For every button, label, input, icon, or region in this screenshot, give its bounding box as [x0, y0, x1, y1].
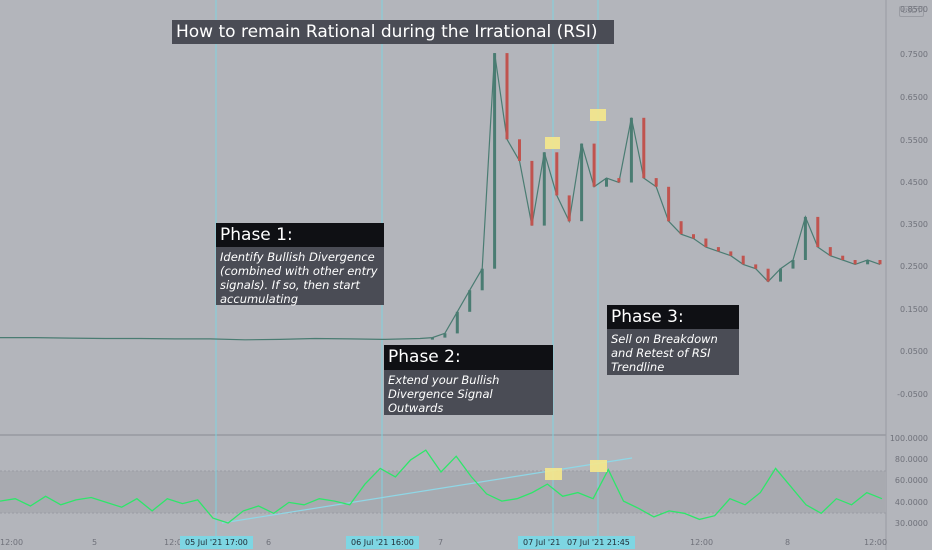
price-candle	[629, 117, 633, 183]
price-axis-label: 0.6500	[900, 93, 928, 102]
price-candle	[468, 290, 472, 312]
phase1-callout: Phase 1: Identify Bullish Divergence (co…	[216, 223, 384, 306]
price-candle	[505, 53, 509, 140]
currency-badge[interactable]: USDT	[899, 6, 925, 17]
date-tag-peak2: 07 Jul '21 21:45	[562, 536, 635, 549]
price-candle	[642, 117, 646, 179]
price-candle	[828, 247, 832, 256]
price-candle	[493, 53, 497, 269]
price-candle	[853, 260, 857, 265]
rsi-peak1-highlight[interactable]	[545, 468, 562, 480]
phase3-callout: Phase 3: Sell on Breakdown and Retest of…	[607, 305, 739, 375]
time-axis-label: 12:00	[0, 538, 24, 547]
price-candle	[480, 268, 484, 291]
price-candles	[430, 53, 882, 340]
chart-title: How to remain Rational during the Irrati…	[172, 20, 614, 44]
price-candle	[530, 160, 534, 226]
price-candle	[779, 268, 782, 282]
price-axis-label: 0.8500	[900, 5, 928, 14]
rsi-axis-label: 60.0000	[894, 476, 928, 485]
price-candle	[430, 337, 434, 340]
price-candle	[729, 251, 733, 256]
rsi-trendline[interactable]	[221, 457, 633, 524]
phase2-text: Extend your Bullish Divergence Signal Ou…	[384, 370, 553, 415]
price-candle	[555, 152, 559, 196]
time-axis-label: 12:00	[690, 538, 714, 547]
phase3-heading: Phase 3:	[607, 305, 739, 329]
price-candle	[754, 264, 758, 269]
price-candle	[518, 139, 521, 161]
date-tag-phase2: 06 Jul '21 16:00	[346, 536, 419, 549]
price-axis-label: 0.5500	[900, 136, 928, 145]
price-axis-label: 0.1500	[900, 305, 928, 314]
phase1-text: Identify Bullish Divergence (combined wi…	[216, 247, 384, 306]
price-axis-label: 0.7500	[900, 50, 928, 59]
price-candle	[654, 178, 658, 187]
rsi-axis-label: 100.0000	[889, 434, 928, 443]
rsi-peak2-highlight[interactable]	[590, 460, 607, 472]
time-axis-label: 12:00	[164, 538, 188, 547]
price-peak2-highlight[interactable]	[590, 109, 606, 121]
price-candle	[766, 268, 770, 282]
price-candle	[542, 152, 546, 226]
price-candle	[605, 178, 608, 187]
time-axis-label: 6	[266, 538, 272, 547]
price-peak1-highlight[interactable]	[545, 137, 560, 149]
price-candle	[803, 216, 807, 260]
price-candle	[716, 247, 720, 252]
price-candle	[816, 216, 820, 248]
price-axis-label: 0.4500	[900, 178, 928, 187]
price-axis-label: -0.0500	[897, 390, 928, 399]
price-candle	[567, 195, 571, 222]
time-axis-label: 7	[438, 538, 444, 547]
phase1-heading: Phase 1:	[216, 223, 384, 247]
price-axis-label: 0.2500	[900, 262, 928, 271]
phase2-heading: Phase 2:	[384, 345, 553, 370]
price-candle	[580, 143, 584, 222]
price-candle	[791, 260, 795, 269]
price-candle	[692, 234, 695, 239]
price-candle	[455, 311, 459, 334]
price-candle	[617, 178, 621, 183]
price-candle	[841, 255, 845, 260]
phase2-callout: Phase 2: Extend your Bullish Divergence …	[384, 345, 553, 415]
price-candle	[878, 260, 882, 265]
price-candle	[443, 333, 447, 338]
rsi-axis-label: 80.0000	[894, 455, 928, 464]
date-tag-phase1: 05 Jul '21 17:00	[180, 536, 253, 549]
price-candle	[679, 221, 683, 235]
time-axis-label: 8	[785, 538, 791, 547]
date-tag-peak1: 07 Jul '21	[518, 536, 566, 549]
time-axis-label: 5	[92, 538, 98, 547]
price-line[interactable]	[0, 53, 881, 341]
price-candle	[741, 255, 745, 265]
price-axis-label: 0.0500	[900, 347, 928, 356]
rsi-axis-label: 30.0000	[894, 519, 928, 528]
price-candle	[667, 186, 671, 222]
price-candle	[704, 238, 708, 248]
price-candle	[592, 143, 596, 187]
price-axis-label: 0.3500	[900, 220, 928, 229]
rsi-line[interactable]	[0, 449, 883, 524]
price-candle	[866, 260, 870, 265]
rsi-band	[0, 471, 886, 513]
phase3-text: Sell on Breakdown and Retest of RSI Tren…	[607, 329, 739, 375]
time-axis-label: 12:00	[864, 538, 888, 547]
rsi-axis-label: 40.0000	[894, 498, 928, 507]
